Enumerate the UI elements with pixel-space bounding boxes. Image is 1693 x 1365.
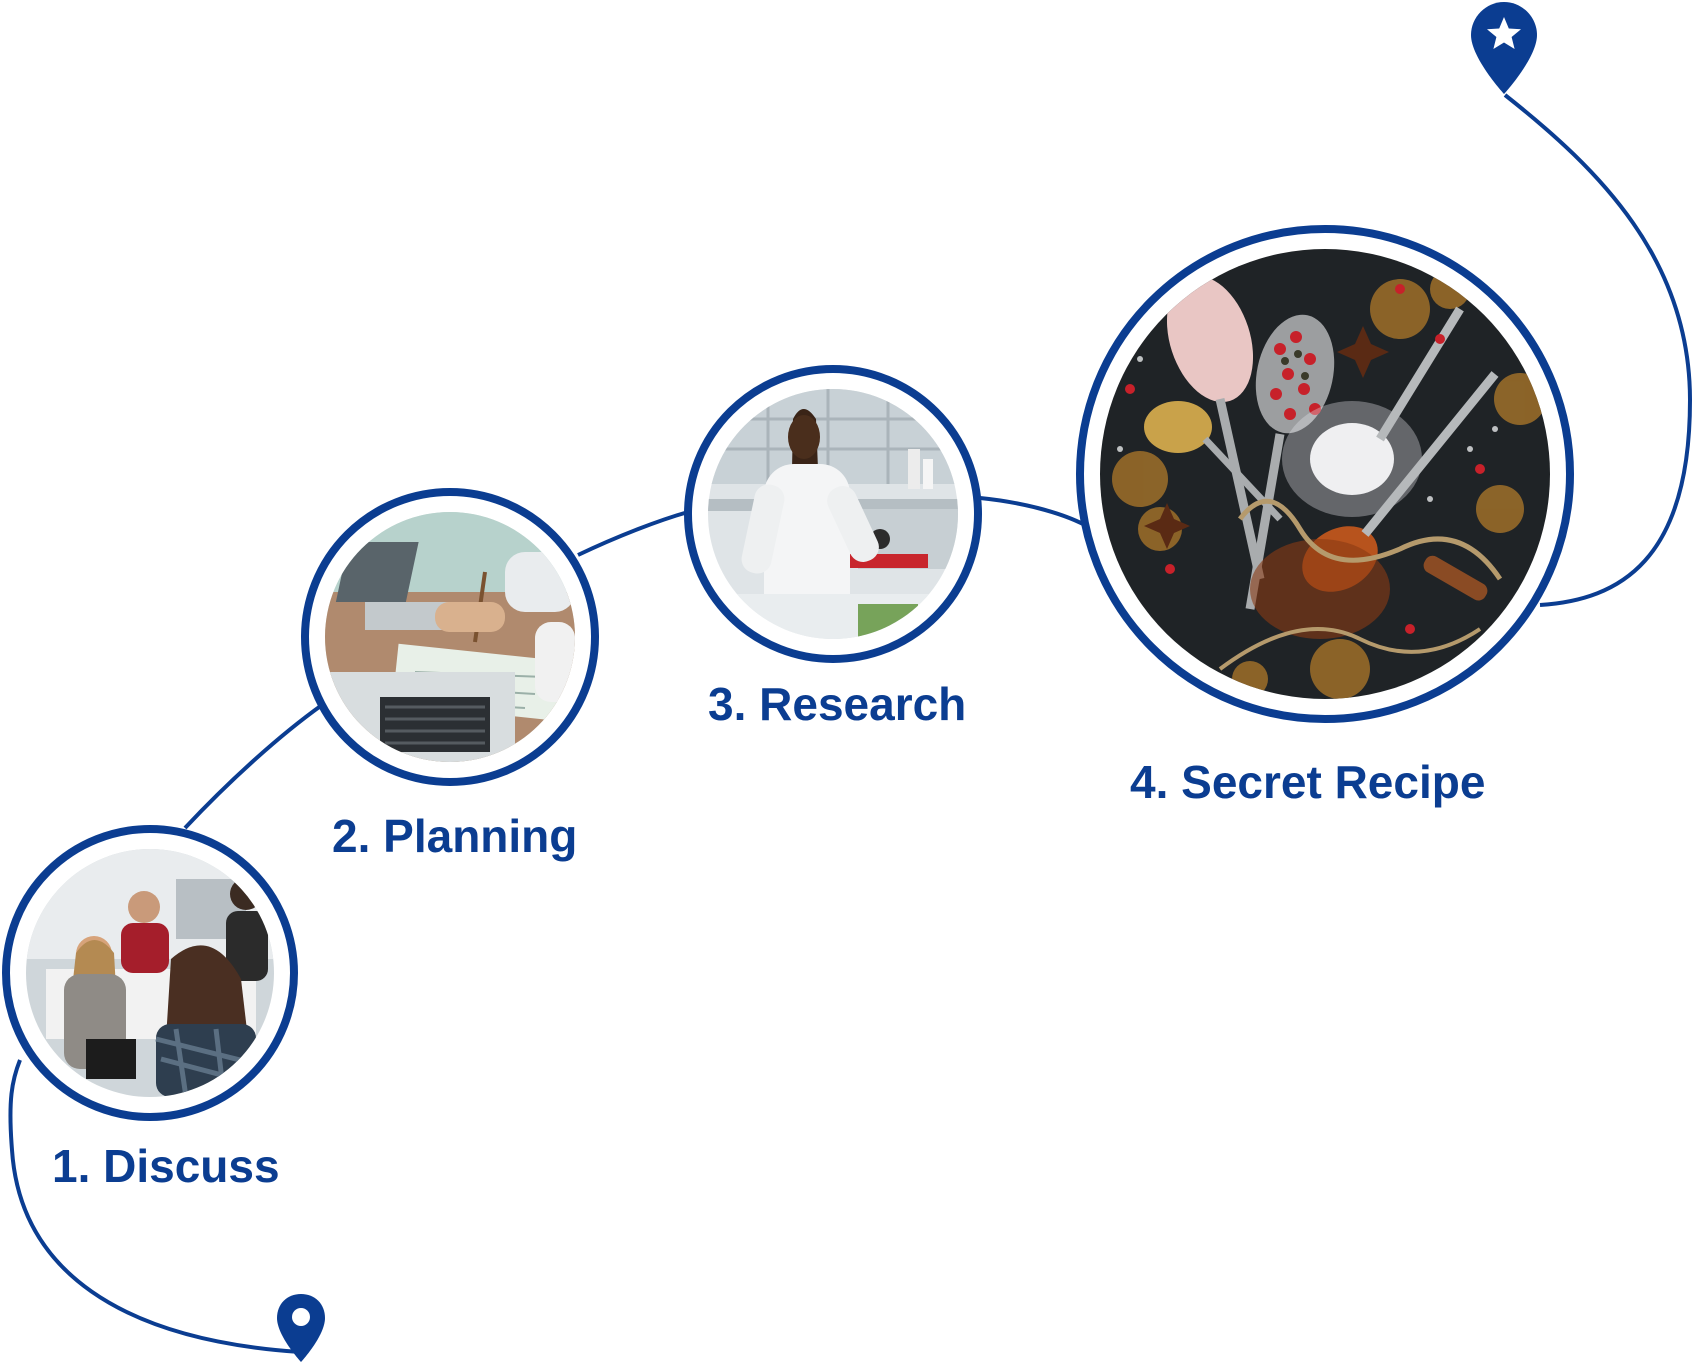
spices-photo [1100,249,1550,699]
step-3-circle [684,365,982,663]
location-pin-icon [277,1294,325,1362]
step-4-label: 4. Secret Recipe [1130,756,1486,808]
step-4-circle [1076,225,1574,723]
step-1-label: 1. Discuss [52,1140,280,1192]
step-3-label: 3. Research [708,678,967,730]
step-1-circle [2,825,298,1121]
star-pin-icon [1471,2,1537,94]
step-2-label: 2. Planning [332,810,578,862]
step-2-circle [301,488,599,786]
team-discussion-photo [26,849,274,1097]
lab-research-photo [708,389,958,639]
laptop-planning-photo [325,512,575,762]
